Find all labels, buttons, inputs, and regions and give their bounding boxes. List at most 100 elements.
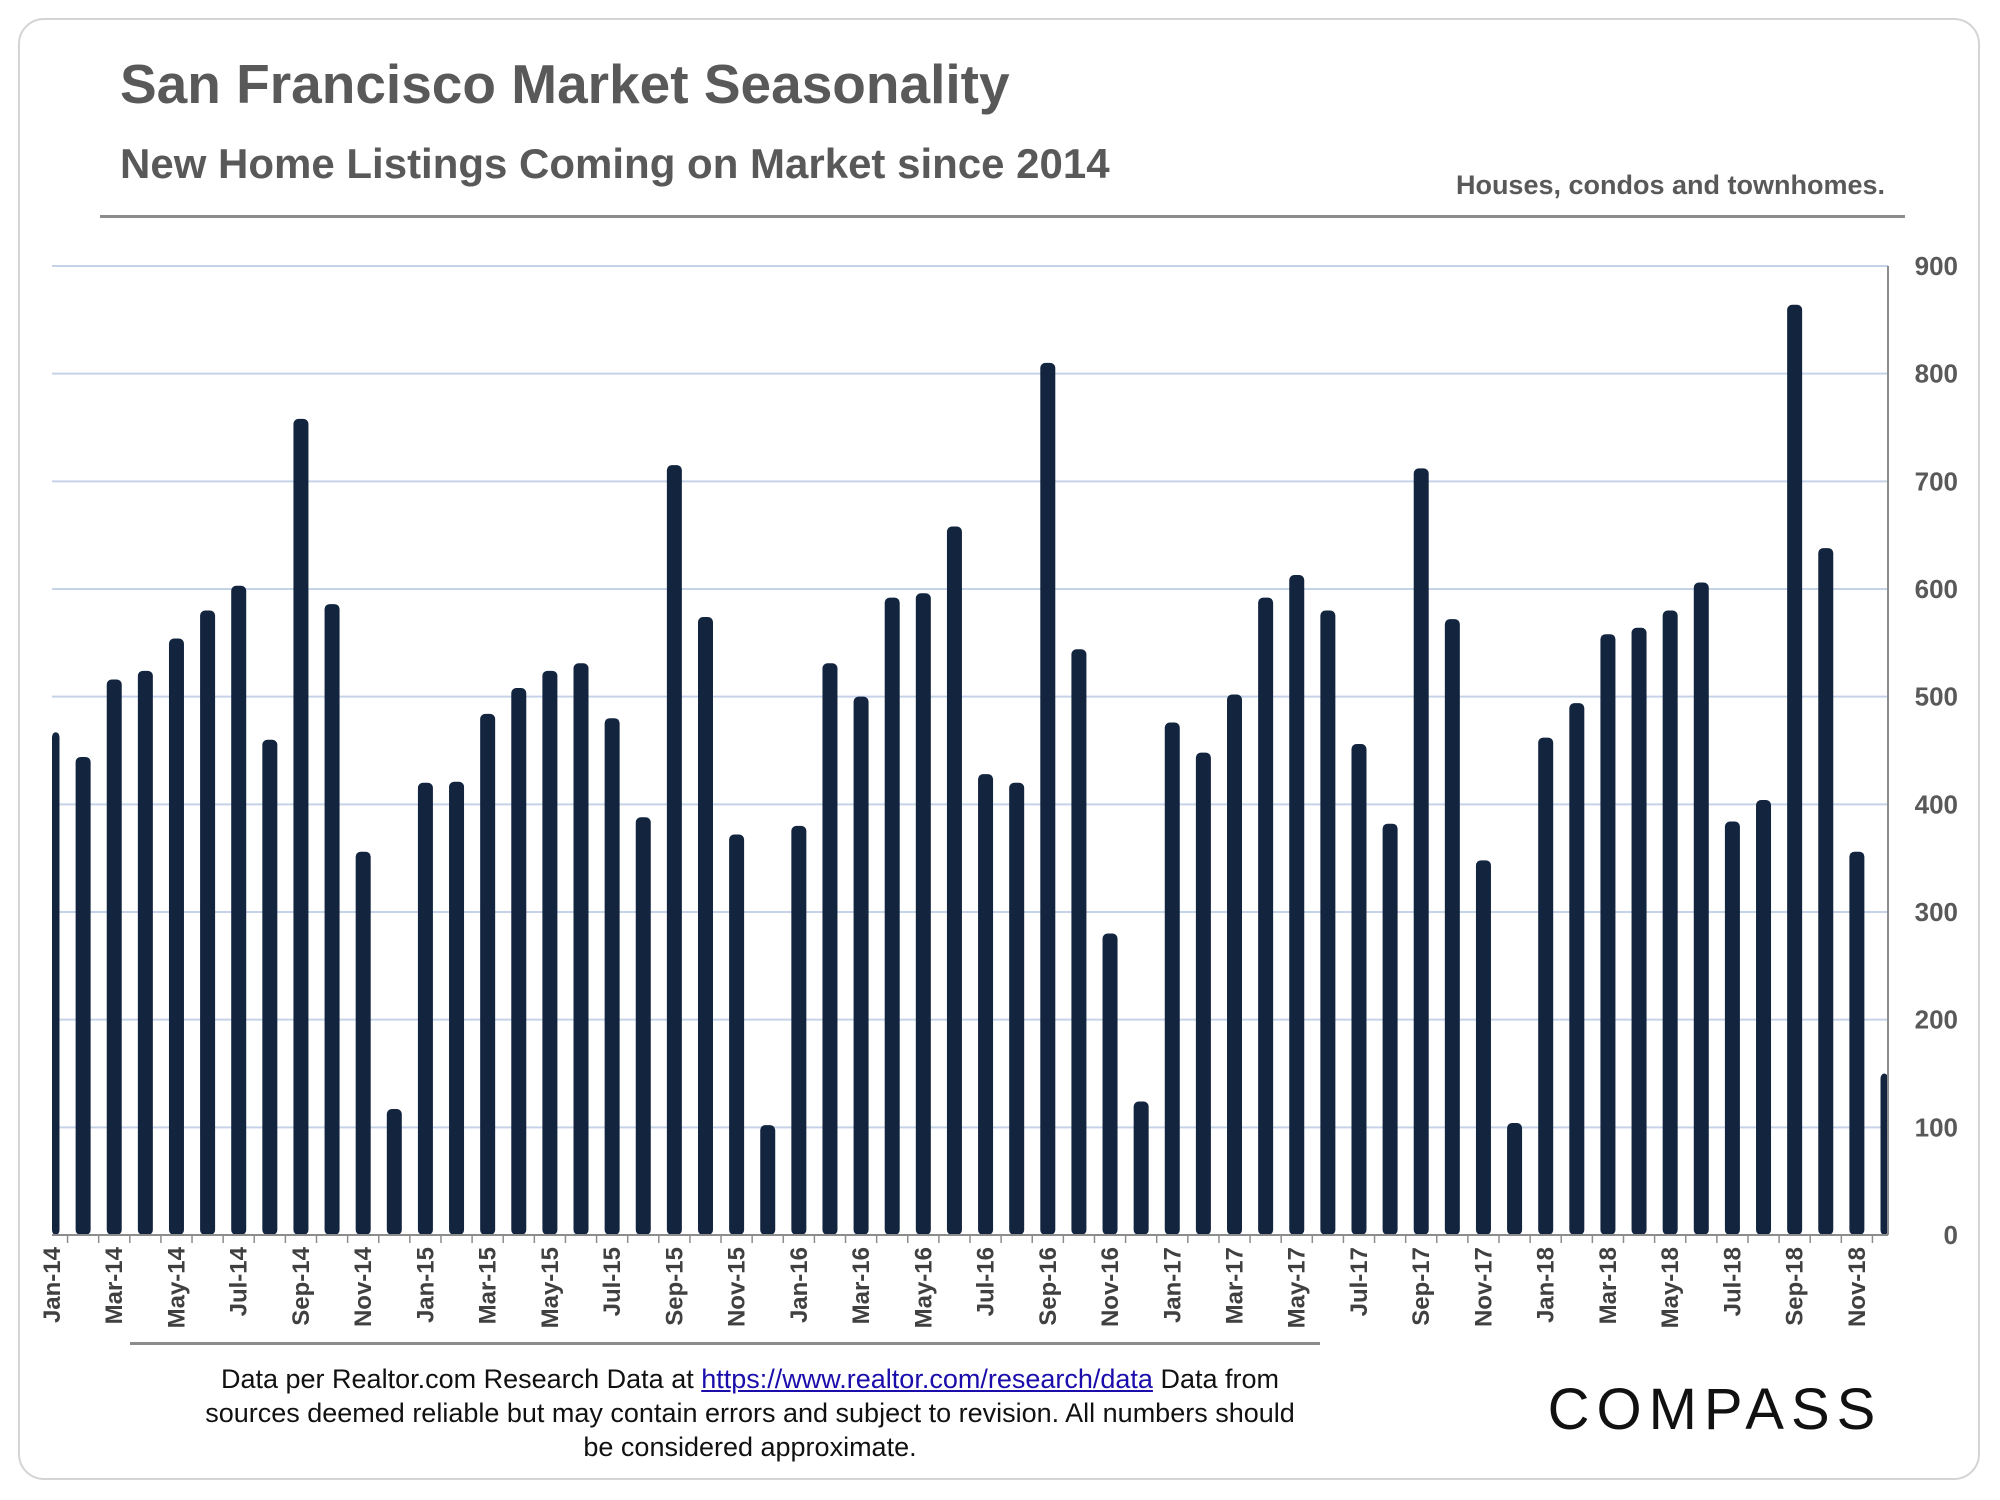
bar-Feb-18 [1569,703,1585,1235]
chart-title: San Francisco Market Seasonality [120,53,1010,115]
x-tick-label: Jan-18 [1533,1247,1560,1323]
bar-Feb-17 [1195,752,1211,1235]
bar-Apr-17 [1258,597,1274,1235]
header-divider [100,215,1905,218]
bar-Sep-18 [1787,304,1803,1235]
bar-Aug-16 [1009,782,1025,1235]
bar-Jan-14 [52,732,60,1235]
chart-note: Houses, condos and townhomes. [1455,170,1885,200]
bar-Sep-15 [666,465,682,1235]
bar-Mar-14 [106,679,122,1235]
bar-Dec-16 [1133,1101,1149,1235]
bar-Dec-15 [760,1125,776,1235]
x-tick-label: Mar-14 [101,1246,128,1324]
y-tick-label: 600 [1915,574,1958,604]
x-tick-label: Jan-15 [412,1247,439,1323]
bar-Jun-18 [1693,582,1709,1235]
bar-May-18 [1662,610,1678,1235]
bar-May-16 [915,593,931,1235]
bar-Nov-18 [1849,851,1865,1235]
bar-Jul-16 [978,774,994,1235]
bar-Aug-14 [262,739,278,1235]
bar-Oct-16 [1071,649,1087,1235]
bar-Mar-16 [853,696,869,1235]
bar-Jun-17 [1320,610,1336,1235]
bar-Mar-18 [1600,634,1616,1235]
bar-Aug-17 [1382,823,1398,1235]
y-tick-label: 800 [1915,359,1958,389]
x-tick-label: Mar-16 [848,1247,875,1324]
x-tick-label: Nov-14 [350,1246,377,1327]
x-tick-label: Sep-15 [661,1247,688,1326]
x-tick-label: May-18 [1657,1247,1684,1328]
bar-Sep-17 [1413,468,1429,1235]
bar-Jul-17 [1351,744,1367,1235]
x-tick-label: Jan-17 [1159,1247,1186,1323]
bar-Feb-15 [449,781,465,1235]
x-tick-label: Nov-15 [724,1247,751,1327]
y-tick-label: 200 [1915,1005,1958,1035]
bar-Nov-16 [1102,933,1118,1235]
bar-Jul-18 [1724,821,1740,1235]
slide-frame [18,18,1980,1480]
x-tick-label: Mar-15 [475,1247,502,1324]
bar-May-14 [168,638,184,1235]
bar-Apr-14 [137,670,153,1235]
bar-Feb-16 [822,663,838,1235]
source-note: Data per Realtor.com Research Data at ht… [190,1362,1310,1464]
chart-subtitle: New Home Listings Coming on Market since… [120,140,1110,187]
bar-Oct-17 [1444,619,1460,1235]
bar-Apr-18 [1631,627,1647,1235]
source-text-after: Data from sources deemed reliable but ma… [205,1364,1295,1462]
bar-Nov-15 [729,834,745,1235]
y-tick-label: 0 [1944,1220,1958,1250]
y-tick-label: 100 [1915,1112,1958,1142]
bar-Apr-15 [511,688,527,1235]
x-tick-label: Jan-16 [786,1247,813,1323]
y-tick-label: 700 [1915,466,1958,496]
source-text-before: Data per Realtor.com Research Data at [220,1364,694,1394]
bar-Jan-18 [1538,737,1554,1235]
bar-Nov-17 [1475,860,1491,1235]
bar-Jul-14 [231,585,247,1235]
footer-divider [130,1342,1320,1345]
bar-Sep-16 [1040,362,1056,1235]
x-tick-label: May-15 [537,1247,564,1328]
bar-chart: 0 100 200 300 400 500 600 700 800 900 Jan-14 Mar-14… [39,251,1958,1328]
bar-May-17 [1289,575,1305,1235]
bar-Jun-15 [573,663,589,1235]
x-tick-label: Jul-16 [973,1247,1000,1316]
bar-Oct-14 [324,604,340,1235]
x-tick-label: Jul-18 [1719,1247,1746,1316]
bar-Dec-14 [386,1109,402,1235]
bar-Aug-15 [635,817,651,1235]
bar-Jan-16 [791,825,807,1235]
bar-Feb-14 [75,756,91,1235]
bar-Oct-18 [1818,548,1834,1235]
bar-Jul-15 [604,718,620,1235]
bar-Nov-14 [355,851,371,1235]
x-tick-label: Jan-14 [39,1246,66,1323]
x-tick-label: Mar-18 [1595,1247,1622,1324]
x-tick-label: May-17 [1284,1247,1311,1328]
bar-Dec-17 [1507,1123,1523,1235]
bar-Dec-18 [1880,1073,1888,1235]
bar-May-15 [542,670,558,1235]
x-tick-label: Jul-14 [226,1246,253,1316]
bar-Jan-17 [1164,722,1180,1235]
x-tick-label: Sep-18 [1782,1247,1809,1326]
x-tick-label: May-16 [910,1247,937,1328]
bar-Aug-18 [1756,800,1772,1235]
bar-Oct-15 [697,616,713,1235]
source-link[interactable]: https://www.realtor.com/research/data [701,1364,1153,1394]
compass-logo-text: COMPASS [1548,1377,1883,1442]
y-tick-label: 300 [1915,897,1958,927]
x-tick-label: Sep-14 [288,1246,315,1325]
x-tick-label: Nov-16 [1097,1247,1124,1327]
x-tick-label: May-14 [163,1246,190,1328]
x-tick-label: Mar-17 [1222,1247,1249,1324]
x-tick-label: Sep-17 [1408,1247,1435,1326]
x-tick-label: Nov-18 [1844,1247,1871,1327]
x-tick-label: Jul-15 [599,1247,626,1316]
bar-Sep-14 [293,418,309,1235]
